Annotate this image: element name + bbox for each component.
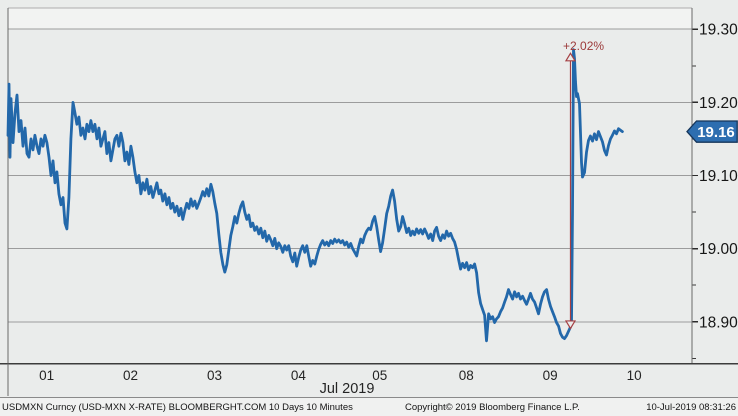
- plot-border: [0, 7, 738, 396]
- y-axis-label: 19.20: [699, 95, 738, 112]
- price-tag-shape: [686, 120, 738, 143]
- y-axis-labels: 19.30 19.20 19.10 19.00 18.90: [699, 22, 738, 332]
- x-axis-labels: 01 02 03 04 05 08 09 10: [39, 368, 642, 383]
- annotation-top-marker: [564, 52, 577, 62]
- annotation-bottom-marker: [564, 320, 577, 330]
- x-axis-month-label: Jul 2019: [320, 381, 375, 397]
- status-bar: USDMXN Curncy (USD-MXN X-RATE) BLOOMBERG…: [0, 397, 738, 416]
- security-description-text: USDMXN Curncy (USD-MXN X-RATE) BLOOMBERG…: [2, 402, 353, 413]
- x-axis-label: 08: [459, 368, 474, 383]
- last-price-label: 19.16: [697, 124, 735, 141]
- price-line-series: [6, 48, 624, 343]
- y-axis-label: 18.90: [699, 314, 738, 331]
- x-axis-label: 03: [207, 368, 222, 383]
- x-axis-label: 01: [39, 368, 54, 383]
- x-axis-label: 10: [627, 368, 642, 383]
- x-axis-label: 04: [291, 368, 307, 383]
- price-line: [6, 48, 624, 343]
- timestamp-text: 10-Jul-2019 08:31:26: [646, 402, 736, 413]
- copyright-text: Copyright© 2019 Bloomberg Finance L.P.: [405, 402, 580, 413]
- x-axis-label: 02: [123, 368, 138, 383]
- percent-change-label: +2.02%: [563, 39, 604, 53]
- change-annotation: [564, 52, 577, 330]
- y-axis-label: 19.30: [699, 22, 738, 39]
- y-axis-label: 19.00: [699, 241, 738, 258]
- plot-upper-band: [8, 8, 692, 29]
- x-axis-label: 09: [543, 368, 558, 383]
- y-axis-label: 19.10: [699, 168, 738, 185]
- upper-band: [8, 8, 692, 29]
- grid-lines: [8, 28, 698, 359]
- x-axis-label: 05: [372, 368, 387, 383]
- last-price-tag: 19.16: [686, 120, 738, 143]
